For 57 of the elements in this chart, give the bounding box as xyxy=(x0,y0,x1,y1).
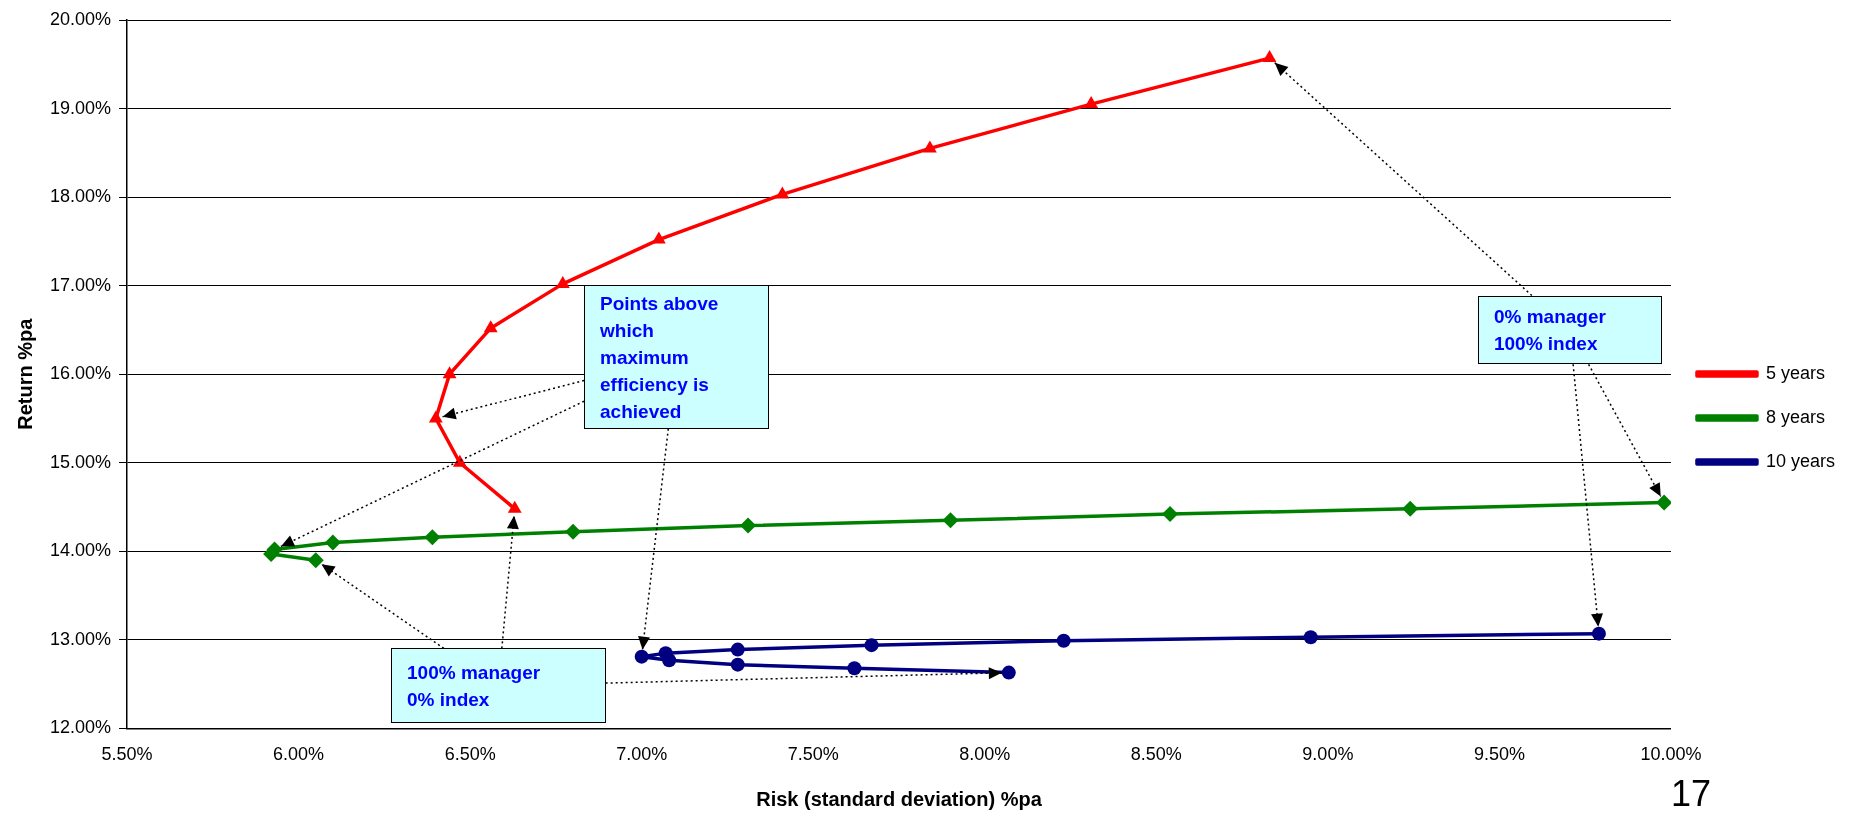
point xyxy=(847,661,862,676)
x-tick-label: 9.00% xyxy=(1302,744,1354,765)
y-axis-title: Return %pa xyxy=(13,317,36,430)
legend-label: 10 years xyxy=(1765,450,1836,471)
point xyxy=(634,649,649,664)
point xyxy=(424,529,441,546)
y-tick-label: 16.00% xyxy=(49,363,112,384)
point xyxy=(730,657,745,672)
legend-label: 8 years xyxy=(1765,406,1825,427)
x-tick-label: 5.50% xyxy=(101,744,153,765)
annotation: Points above which maximum efficiency is achieved xyxy=(600,291,720,424)
annotation: 0% manager 100% index xyxy=(1493,304,1607,356)
point xyxy=(1303,630,1318,645)
point xyxy=(1656,494,1671,511)
text: 17 xyxy=(1670,772,1711,814)
point xyxy=(507,500,522,513)
point xyxy=(1001,665,1016,680)
legend-label: 5 years xyxy=(1765,362,1825,383)
point xyxy=(730,642,745,657)
x-tick-label: 7.00% xyxy=(616,744,668,765)
x-tick-label: 6.50% xyxy=(444,744,496,765)
y-tick-label: 12.00% xyxy=(49,717,112,738)
point xyxy=(565,523,582,540)
x-tick-label: 7.50% xyxy=(787,744,839,765)
x-tick-label: 8.50% xyxy=(1130,744,1182,765)
y-tick-label: 18.00% xyxy=(49,186,112,207)
annotation: 100% manager 0% index xyxy=(407,660,542,712)
point xyxy=(1056,633,1071,648)
point xyxy=(651,231,666,244)
point xyxy=(555,275,570,288)
point xyxy=(1591,626,1606,641)
point xyxy=(942,512,959,529)
point xyxy=(452,454,467,467)
y-tick-label: 13.00% xyxy=(49,628,112,649)
point xyxy=(428,410,443,423)
point xyxy=(483,320,498,333)
x-axis-title: Risk (standard deviation) %pa xyxy=(756,787,1043,810)
point xyxy=(1162,506,1179,523)
point xyxy=(1084,96,1099,109)
point xyxy=(775,186,790,199)
point xyxy=(307,552,324,569)
y-tick-label: 15.00% xyxy=(49,451,112,472)
x-tick-label: 6.00% xyxy=(273,744,325,765)
point xyxy=(864,638,879,653)
y-tick-label: 19.00% xyxy=(49,97,112,118)
y-tick-label: 20.00% xyxy=(49,8,112,29)
point xyxy=(442,366,457,379)
point xyxy=(1402,500,1419,517)
x-tick-label: 10.00% xyxy=(1640,744,1702,765)
point xyxy=(1262,50,1277,63)
x-tick-label: 8.00% xyxy=(959,744,1011,765)
x-tick-label: 9.50% xyxy=(1473,744,1525,765)
y-tick-label: 17.00% xyxy=(49,274,112,295)
point xyxy=(740,517,757,534)
point xyxy=(324,534,341,551)
point xyxy=(922,140,937,153)
y-tick-label: 14.00% xyxy=(49,540,112,561)
